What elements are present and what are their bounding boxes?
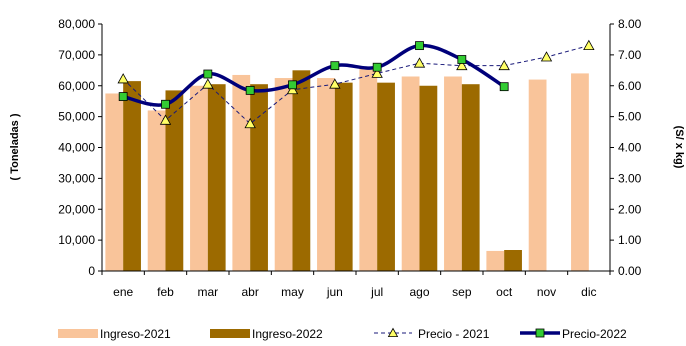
bar-ingreso-2021-nov	[528, 79, 547, 271]
x-tick-label-oct: oct	[496, 285, 513, 299]
line-precio-2022	[122, 43, 506, 107]
point-precio-2022-mar	[203, 69, 213, 79]
y-right-tick-label: 4.00	[618, 141, 642, 155]
lines-layer	[117, 39, 595, 129]
point-precio-2022-ago	[415, 41, 424, 51]
bar-ingreso-2022-jun	[334, 82, 353, 271]
point-precio-2022-jun	[330, 61, 340, 71]
y-left-tick-label: 60,000	[58, 79, 95, 93]
x-tick-label-mar: mar	[197, 285, 218, 299]
point-precio-2022-sep	[457, 55, 467, 64]
x-tick-label-abr: abr	[241, 285, 258, 299]
point-precio-2021-sep	[456, 59, 468, 71]
axes-layer: 0 10,000 20,000 30,000 40,000 50,000 60,000 70,…	[58, 17, 641, 299]
point-precio-2021-abr	[244, 117, 256, 129]
bars-layer	[105, 68, 589, 272]
point-precio-2022-ene	[118, 92, 128, 101]
bar-ingreso-2021-mar	[190, 85, 208, 271]
point-precio-2022-feb	[161, 99, 170, 109]
point-precio-2021-ago	[413, 57, 426, 68]
bar-ingreso-2021-may	[274, 78, 293, 271]
x-tick-label-ene: ene	[113, 285, 133, 299]
bar-ingreso-2022-abr	[250, 84, 268, 271]
y-right-tick-label: 6.00	[618, 79, 642, 93]
y-left-tick-label: 20,000	[58, 202, 95, 216]
bar-ingreso-2021-jun	[317, 78, 335, 271]
legend-label-ingreso-2021: Ingreso-2021	[100, 327, 171, 341]
point-precio-2021-nov	[540, 51, 553, 62]
bar-ingreso-2021-dic	[571, 73, 589, 272]
x-tick-label-may: may	[281, 285, 304, 299]
y-left-tick-label: 30,000	[58, 171, 95, 185]
legend-label-precio-2022: Precio-2022	[562, 327, 627, 341]
x-tick-label-jun: jun	[326, 285, 343, 299]
bar-ingreso-2021-feb	[147, 110, 166, 271]
legend-label-ingreso-2022: Ingreso-2022	[252, 327, 323, 341]
x-tick-label-nov: nov	[537, 285, 556, 299]
bar-ingreso-2022-sep	[461, 84, 480, 271]
y-right-tick-label: 3.00	[618, 171, 642, 185]
y-right-tick-label: 0.00	[618, 264, 642, 278]
x-tick-label-ago: ago	[409, 285, 429, 299]
legend-swatch-ingreso-2021	[58, 329, 98, 338]
point-precio-2021-ene	[117, 73, 129, 84]
bar-ingreso-2022-ene	[123, 81, 141, 272]
point-precio-2021-may	[286, 83, 299, 95]
point-precio-2022-oct	[499, 82, 509, 92]
y-axis-left-title: ( Toneladas )	[9, 113, 21, 180]
bar-ingreso-2022-may	[292, 70, 311, 271]
point-precio-2021-dic	[583, 39, 595, 51]
bar-ingreso-2021-ene	[105, 93, 124, 271]
point-precio-2022-abr	[245, 85, 255, 95]
legend-marker-precio-2021	[387, 327, 399, 337]
line-precio-2021	[122, 45, 589, 125]
point-precio-2021-oct	[498, 59, 510, 71]
point-precio-2021-feb	[159, 114, 172, 125]
x-tick-label-sep: sep	[452, 285, 472, 299]
bar-ingreso-2022-mar	[207, 84, 226, 271]
legend: Ingreso-2021 Ingreso-2022 Precio - 2021 Pre…	[58, 327, 627, 341]
legend-marker-precio-2022	[535, 328, 545, 338]
bar-ingreso-2022-feb	[165, 90, 184, 271]
point-precio-2021-mar	[202, 78, 214, 89]
y-right-tick-label: 7.00	[618, 48, 642, 62]
point-precio-2021-jul	[371, 67, 383, 78]
bar-ingreso-2021-ago	[401, 76, 420, 271]
bar-ingreso-2022-ago	[419, 85, 438, 271]
bar-ingreso-2022-oct	[504, 250, 522, 271]
y-left-tick-label: 10,000	[58, 233, 95, 247]
y-left-tick-label: 70,000	[58, 48, 95, 62]
y-axis-right-title: (S/ x kg)	[673, 126, 685, 169]
bar-ingreso-2021-oct	[486, 250, 505, 271]
legend-label-precio-2021: Precio - 2021	[418, 327, 490, 341]
y-right-tick-label: 5.00	[618, 110, 642, 124]
bar-ingreso-2021-sep	[444, 76, 462, 271]
y-left-tick-label: 50,000	[58, 110, 95, 124]
legend-swatch-ingreso-2022	[210, 329, 250, 338]
y-right-tick-label: 8.00	[618, 17, 642, 31]
bar-ingreso-2021-jul	[359, 68, 378, 271]
x-tick-label-feb: feb	[157, 285, 174, 299]
bar-ingreso-2022-jul	[377, 82, 395, 271]
y-left-tick-label: 80,000	[58, 17, 95, 31]
point-precio-2022-jul	[372, 62, 382, 72]
point-precio-2021-jun	[329, 78, 341, 89]
y-right-tick-label: 1.00	[618, 233, 642, 247]
y-left-tick-label: 40,000	[58, 141, 95, 155]
y-left-tick-label: 0	[88, 264, 95, 278]
bar-ingreso-2021-abr	[232, 74, 251, 271]
y-right-tick-label: 2.00	[618, 202, 642, 216]
x-tick-label-dic: dic	[581, 285, 596, 299]
point-precio-2022-may	[288, 80, 297, 90]
x-tick-label-jul: jul	[370, 285, 383, 299]
